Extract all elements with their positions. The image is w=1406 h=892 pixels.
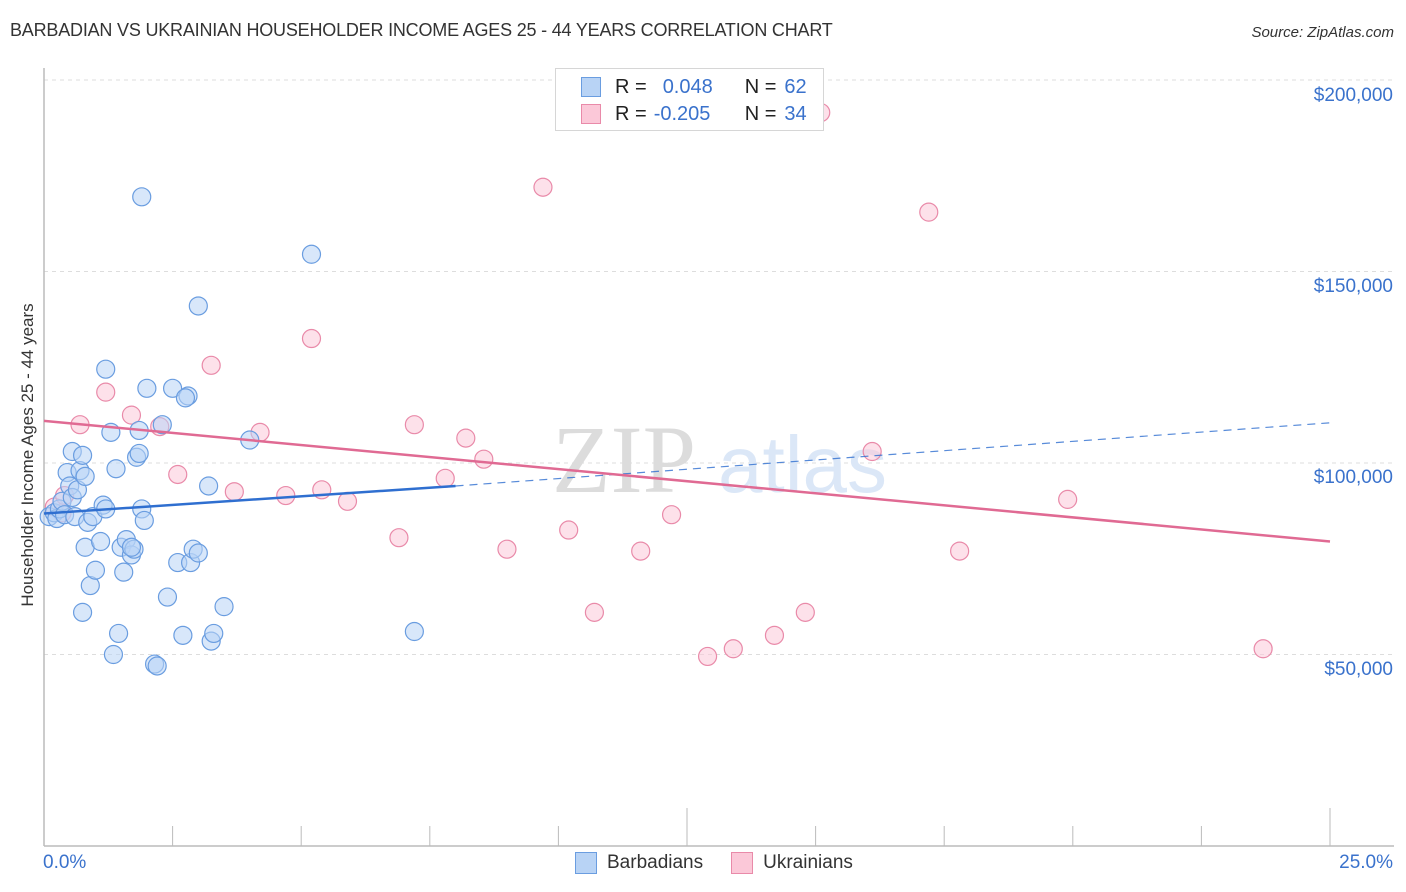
data-point [163, 378, 183, 398]
legend-row-ukrainians: R = -0.205 N = 34 [581, 101, 807, 127]
ukrainians-points [44, 102, 1273, 667]
watermark-atlas: atlas [718, 420, 887, 509]
ukrainians-swatch-icon [731, 852, 754, 874]
data-point [188, 543, 208, 563]
data-point [584, 602, 605, 622]
data-point [114, 562, 134, 582]
data-point [795, 602, 815, 622]
data-point [72, 602, 93, 622]
legend-row-barbadians: R = 0.048 N = 62 [581, 74, 807, 100]
y-tick-150k: $150,000 [1313, 276, 1393, 297]
data-point [404, 621, 424, 642]
data-point [497, 539, 517, 559]
data-point [559, 520, 579, 540]
correlation-legend: R = 0.048 N = 62 R = -0.205 N = 34 [555, 68, 824, 131]
data-point [204, 623, 224, 644]
data-point [134, 510, 154, 531]
data-point [533, 177, 553, 197]
data-point [147, 656, 167, 676]
data-point [168, 464, 188, 485]
zipatlas-watermark: ZIP atlas [552, 406, 887, 513]
data-point [764, 625, 785, 645]
data-point [661, 505, 682, 525]
y-tick-100k: $100,000 [1313, 467, 1393, 488]
x-tick-25: 25.0% [1339, 852, 1393, 873]
data-point [121, 405, 142, 425]
data-point [631, 541, 651, 561]
data-point [201, 355, 221, 375]
data-point [224, 482, 244, 502]
data-point [1253, 639, 1273, 659]
barbadians-trend-extension [455, 422, 1331, 487]
watermark-zip: ZIP [552, 406, 696, 513]
barbadians-swatch-icon [581, 77, 601, 97]
legend-label-ukrainians: Ukrainians [763, 852, 853, 873]
data-point [85, 560, 106, 580]
y-tick-50k: $50,000 [1324, 659, 1393, 680]
data-point [175, 388, 196, 408]
chart-title: BARBADIAN VS UKRAINIAN HOUSEHOLDER INCOM… [10, 20, 833, 40]
data-point [106, 459, 126, 479]
data-point [152, 415, 172, 435]
data-point [301, 244, 322, 264]
barbadians-points [39, 187, 424, 676]
data-point [103, 644, 124, 665]
data-point [435, 468, 455, 488]
source-label: Source: ZipAtlas.com [1251, 24, 1394, 41]
data-point [199, 476, 219, 496]
gridlines [44, 79, 1394, 655]
y-axis-label: Householder Income Ages 25 - 44 years [18, 303, 37, 607]
data-point [72, 445, 93, 465]
data-point [157, 587, 178, 607]
data-point [188, 296, 208, 316]
trend-lines [43, 419, 1331, 543]
data-point [862, 441, 882, 462]
data-point [950, 541, 970, 561]
data-point [301, 328, 322, 349]
legend-item-barbadians[interactable]: Barbadians [575, 852, 703, 874]
legend-label-barbadians: Barbadians [607, 852, 704, 873]
data-point [214, 597, 234, 617]
data-point [697, 646, 718, 667]
data-point [1058, 489, 1078, 509]
n-label: N = [744, 102, 777, 125]
barbadians-swatch-icon [575, 852, 597, 874]
data-point [129, 443, 149, 464]
data-point [723, 639, 743, 659]
data-point [90, 531, 111, 552]
data-point [456, 428, 476, 448]
n-value-barbadians: 62 [784, 75, 807, 98]
data-point [137, 378, 157, 398]
ukrainians-swatch-icon [581, 104, 601, 124]
data-point [96, 359, 116, 379]
legend-item-ukrainians[interactable]: Ukrainians [731, 852, 853, 874]
data-point [121, 537, 142, 557]
n-label: N = [744, 75, 777, 98]
data-point [132, 187, 152, 207]
series-legend: Barbadians Ukrainians [575, 852, 881, 874]
barbadians-trend-line [43, 484, 456, 515]
axes [43, 68, 1394, 847]
data-point [389, 528, 409, 548]
r-label: R = [615, 102, 647, 125]
data-point [276, 485, 296, 506]
data-point [404, 415, 424, 435]
y-tick-200k: $200,000 [1313, 85, 1393, 106]
data-point [337, 491, 358, 511]
data-point [75, 466, 95, 487]
data-point [474, 449, 494, 469]
ukrainians-trend-line [43, 419, 1331, 543]
r-value-ukrainians: -0.205 [653, 102, 711, 125]
r-label: R = [615, 75, 647, 98]
r-value-barbadians: 0.048 [662, 75, 713, 98]
data-point [96, 382, 116, 402]
n-value-ukrainians: 34 [784, 102, 807, 125]
x-tick-0: 0.0% [43, 852, 87, 873]
data-point [919, 202, 939, 222]
data-point [173, 625, 193, 645]
data-point [108, 623, 129, 644]
